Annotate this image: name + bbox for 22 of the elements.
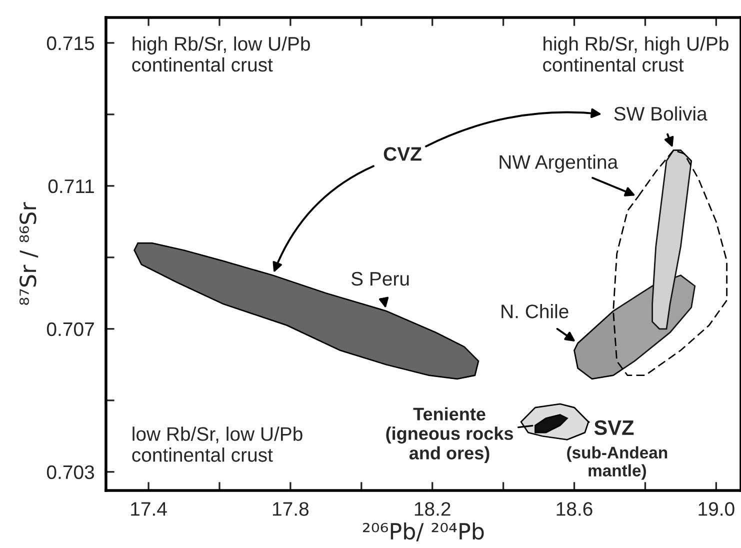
x-tick-label: 18.2 [414, 502, 450, 516]
y-axis-title: ⁸⁷Sr / ⁸⁶Sr [20, 202, 38, 305]
annotation: SW Bolivia [614, 106, 708, 121]
annotation: high Rb/Sr, low U/Pb continental crust [132, 36, 310, 72]
y-tick-label: 0.707 [46, 322, 94, 336]
annotation: N. Chile [502, 304, 568, 318]
x-axis-title: ²⁰⁶Pb/ ²⁰⁴Pb [362, 522, 484, 542]
annotation: NW Argentina [500, 154, 618, 173]
x-tick-label: 17.4 [131, 502, 167, 516]
annotation: CVZ [384, 147, 422, 161]
annotation: high Rb/Sr, high U/Pb continental crust [543, 36, 728, 72]
annotation: S Peru [351, 272, 409, 286]
annotation: SVZ [594, 420, 634, 436]
y-tick-label: 0.703 [46, 465, 94, 480]
x-tick-label: 18.6 [556, 502, 592, 516]
y-tick-label: 0.711 [48, 179, 94, 194]
x-tick-label: 17.8 [273, 502, 309, 516]
annotation: Teniente (igneous rocks and ores) [386, 407, 513, 464]
annotation: (sub-Andean mantle) [567, 446, 668, 480]
x-tick-label: 19.0 [698, 502, 734, 516]
annotation: low Rb/Sr, low U/Pb continental crust [132, 426, 302, 462]
y-tick-label: 0.715 [46, 36, 94, 50]
